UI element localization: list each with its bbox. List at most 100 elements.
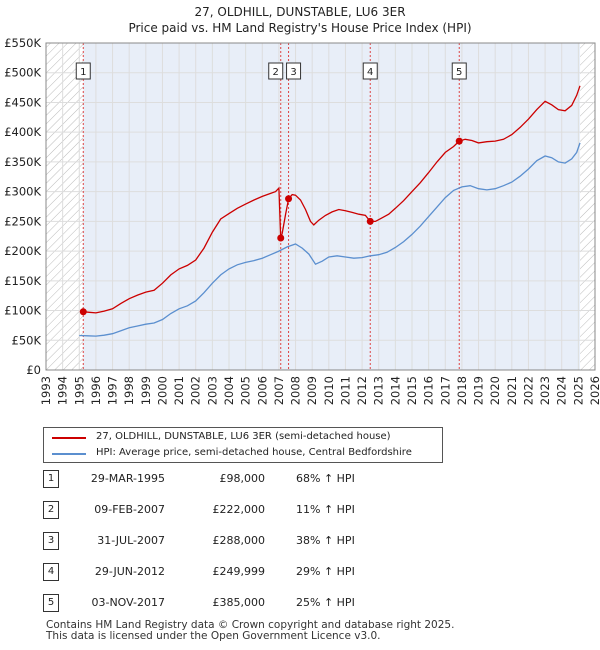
footer-line-copyright: Contains HM Land Registry data © Crown c… bbox=[46, 619, 455, 631]
sale-number-marker-label: 4 bbox=[367, 67, 373, 78]
sale-number-marker-label: 2 bbox=[273, 67, 279, 78]
sale-number-badge: 1 bbox=[43, 470, 59, 488]
legend-swatch-hpi bbox=[52, 453, 86, 455]
sale-number-badge: 5 bbox=[43, 594, 59, 612]
x-tick-label: 2011 bbox=[338, 376, 352, 405]
x-tick-label: 2025 bbox=[571, 376, 585, 405]
x-tick-label: 2004 bbox=[222, 376, 236, 405]
sale-row: 5 03-NOV-2017 £385,000 25% ↑ HPI bbox=[0, 594, 600, 614]
y-tick-label: £250K bbox=[4, 214, 41, 228]
sale-hpi-change: 38% ↑ HPI bbox=[296, 534, 355, 547]
sale-price: £288,000 bbox=[212, 534, 266, 547]
sale-date: 29-MAR-1995 bbox=[90, 472, 165, 485]
ownership-shade bbox=[83, 43, 581, 370]
price-chart: 1 2 3 4 5£0£50K£100K£150K£200K£250K£300K£350… bbox=[4, 36, 600, 405]
x-tick-label: 2021 bbox=[505, 376, 519, 405]
x-tick-label: 1996 bbox=[89, 376, 103, 405]
y-tick-label: £200K bbox=[4, 244, 41, 258]
x-tick-label: 2015 bbox=[405, 376, 419, 405]
sale-number-marker bbox=[451, 62, 467, 80]
x-tick-label: 2006 bbox=[255, 376, 269, 405]
plot-frame bbox=[45, 42, 596, 371]
x-tick-label: 2023 bbox=[538, 376, 552, 405]
x-tick-label: 2024 bbox=[555, 376, 569, 405]
sale-hpi-change: 25% ↑ HPI bbox=[296, 596, 355, 609]
sale-row: 4 29-JUN-2012 £249,999 29% ↑ HPI bbox=[0, 563, 600, 583]
x-tick-label: 1994 bbox=[56, 376, 70, 405]
sale-row: 1 29-MAR-1995 £98,000 68% ↑ HPI bbox=[0, 470, 600, 490]
sale-hpi-change: 11% ↑ HPI bbox=[296, 503, 355, 516]
sale-number-marker-label: 5 bbox=[456, 67, 462, 78]
chart-title: 27, OLDHILL, DUNSTABLE, LU6 3ER bbox=[194, 5, 406, 19]
y-tick-label: £300K bbox=[4, 185, 41, 199]
sale-number-badge: 3 bbox=[43, 532, 59, 550]
sale-row: 3 31-JUL-2007 £288,000 38% ↑ HPI bbox=[0, 532, 600, 552]
sale-hpi-change: 29% ↑ HPI bbox=[296, 565, 355, 578]
y-tick-label: £50K bbox=[12, 333, 42, 347]
x-tick-label: 2018 bbox=[455, 376, 469, 405]
sale-point bbox=[366, 217, 374, 225]
sale-point bbox=[285, 195, 293, 203]
x-tick-label: 1999 bbox=[139, 376, 153, 405]
x-tick-label: 1997 bbox=[106, 376, 120, 405]
x-tick-label: 2022 bbox=[521, 376, 535, 405]
x-tick-label: 2020 bbox=[488, 376, 502, 405]
legend-label-hpi: HPI: Average price, semi-detached house,… bbox=[96, 447, 412, 458]
hatch-before-ownership bbox=[46, 43, 84, 370]
sale-date: 03-NOV-2017 bbox=[91, 596, 165, 609]
legend-swatch-property bbox=[52, 437, 86, 439]
x-tick-label: 2005 bbox=[239, 376, 253, 405]
x-tick-label: 2019 bbox=[472, 376, 486, 405]
sale-number-badge: 4 bbox=[43, 563, 59, 581]
x-tick-label: 2000 bbox=[155, 376, 169, 405]
chart-legend: 27, OLDHILL, DUNSTABLE, LU6 3ER (semi-de… bbox=[43, 427, 443, 463]
sale-price: £249,999 bbox=[212, 565, 266, 578]
x-tick-label: 2010 bbox=[322, 376, 336, 405]
x-tick-label: 2026 bbox=[588, 376, 600, 405]
x-tick-label: 2003 bbox=[205, 376, 219, 405]
sale-point bbox=[455, 137, 463, 145]
x-tick-label: 1993 bbox=[39, 376, 53, 405]
y-tick-label: £0 bbox=[26, 363, 41, 377]
sale-price: £385,000 bbox=[212, 596, 266, 609]
x-tick-label: 2002 bbox=[189, 376, 203, 405]
sale-hpi-change: 68% ↑ HPI bbox=[296, 472, 355, 485]
sale-number-marker-label: 3 bbox=[290, 67, 296, 78]
footer-line-licence: This data is licensed under the Open Gov… bbox=[46, 630, 381, 642]
sale-price: £98,000 bbox=[219, 472, 266, 485]
x-tick-label: 2009 bbox=[305, 376, 319, 405]
x-tick-label: 2017 bbox=[438, 376, 452, 405]
legend-item-hpi: HPI: Average price, semi-detached house,… bbox=[44, 446, 442, 462]
y-tick-label: £350K bbox=[4, 155, 41, 169]
sale-number-marker bbox=[286, 62, 302, 80]
x-tick-label: 2007 bbox=[272, 376, 286, 405]
y-tick-label: £450K bbox=[4, 95, 41, 109]
x-tick-label: 1995 bbox=[72, 376, 86, 405]
hatch-after-data bbox=[580, 43, 595, 370]
sale-number-marker bbox=[75, 62, 91, 80]
footer-attribution: Contains HM Land Registry data © Crown c… bbox=[46, 620, 454, 642]
x-tick-label: 2008 bbox=[289, 376, 303, 405]
legend-label-property: 27, OLDHILL, DUNSTABLE, LU6 3ER (semi-de… bbox=[96, 431, 391, 442]
sale-point bbox=[277, 234, 285, 242]
chart-subtitle: Price paid vs. HM Land Registry's House … bbox=[128, 21, 472, 35]
hpi-line bbox=[79, 142, 581, 337]
x-tick-label: 1998 bbox=[122, 376, 136, 405]
x-tick-label: 2012 bbox=[355, 376, 369, 405]
sale-number-marker bbox=[268, 62, 284, 80]
y-tick-label: £550K bbox=[4, 36, 41, 50]
sale-price: £222,000 bbox=[212, 503, 266, 516]
sale-number-marker bbox=[362, 62, 378, 80]
sale-number-badge: 2 bbox=[43, 501, 59, 519]
y-tick-label: £100K bbox=[4, 304, 41, 318]
x-tick-label: 2001 bbox=[172, 376, 186, 405]
y-tick-label: £500K bbox=[4, 66, 41, 80]
x-tick-label: 2014 bbox=[388, 376, 402, 405]
sale-date: 09-FEB-2007 bbox=[94, 503, 165, 516]
y-tick-label: £400K bbox=[4, 125, 41, 139]
x-tick-label: 2016 bbox=[422, 376, 436, 405]
property-price-line bbox=[83, 85, 581, 314]
y-tick-label: £150K bbox=[4, 274, 41, 288]
sale-date: 31-JUL-2007 bbox=[97, 534, 165, 547]
sale-date: 29-JUN-2012 bbox=[94, 565, 165, 578]
